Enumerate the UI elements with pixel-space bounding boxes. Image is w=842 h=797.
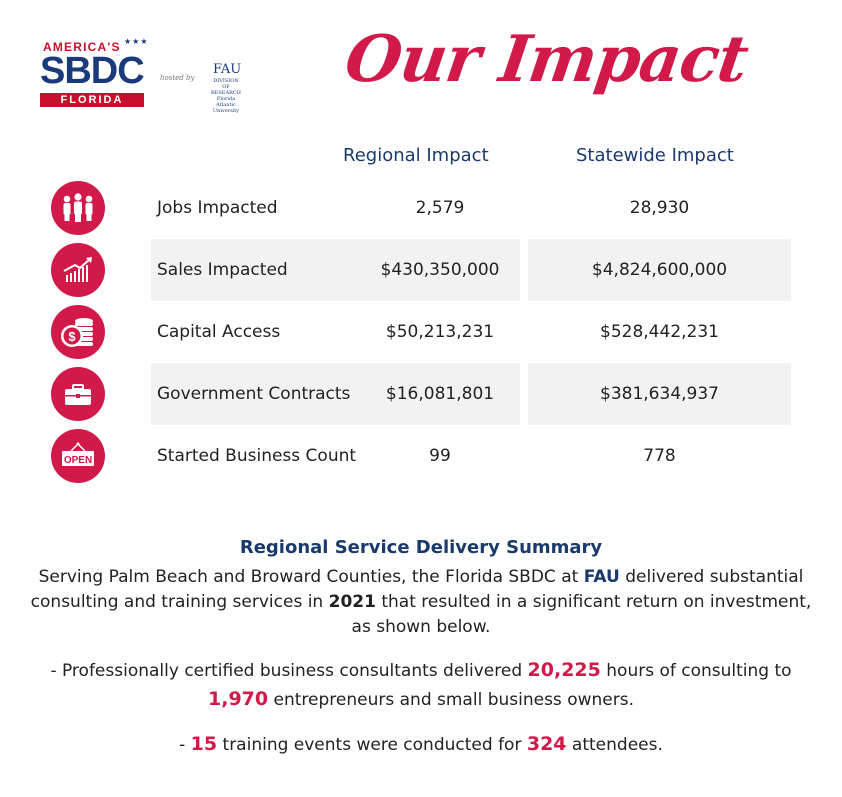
hosted-by-text: hosted by bbox=[160, 74, 195, 82]
training-bullet: - 15 training events were conducted for … bbox=[179, 733, 663, 755]
logo-band-text: FLORIDA bbox=[40, 93, 144, 107]
table-row: Government Contracts $16,081,801 $381,63… bbox=[0, 363, 842, 425]
statewide-value: 28,930 bbox=[629, 198, 690, 218]
briefcase-icon bbox=[51, 367, 105, 421]
fau-highlight: FAU bbox=[583, 567, 620, 587]
summary-title: Regional Service Delivery Summary bbox=[239, 537, 603, 558]
column-header-statewide: Statewide Impact bbox=[576, 145, 734, 166]
row-label: Sales Impacted bbox=[157, 260, 288, 280]
summary-paragraph: Serving Palm Beach and Broward Counties,… bbox=[30, 567, 812, 637]
stars-icon: ★★★ bbox=[124, 37, 149, 46]
open-sign-icon: OPEN bbox=[51, 429, 105, 483]
open-sign-text: OPEN bbox=[64, 455, 92, 466]
people-number: 1,970 bbox=[208, 688, 269, 710]
logo-main-text: SBDC bbox=[40, 50, 145, 92]
consulting-bullet: - Professionally certified business cons… bbox=[50, 659, 792, 710]
coins-icon: $ bbox=[51, 305, 105, 359]
table-row: Jobs Impacted 2,579 28,930 bbox=[0, 177, 842, 239]
regional-value: 2,579 bbox=[415, 198, 465, 218]
attendees-number: 324 bbox=[526, 733, 567, 755]
row-label: Capital Access bbox=[157, 322, 281, 342]
growth-chart-icon bbox=[51, 243, 105, 297]
statewide-value: $381,634,937 bbox=[600, 384, 719, 404]
statewide-value: 778 bbox=[643, 446, 676, 466]
statewide-value: $4,824,600,000 bbox=[591, 260, 728, 280]
people-icon bbox=[51, 181, 105, 235]
regional-value: 99 bbox=[429, 446, 451, 466]
statewide-value: $528,442,231 bbox=[600, 322, 719, 342]
regional-value: $430,350,000 bbox=[380, 260, 500, 280]
sbdc-logo: AMERICA'S ★★★ SBDC FLORIDA bbox=[40, 37, 149, 107]
hours-number: 20,225 bbox=[527, 659, 601, 681]
row-label: Jobs Impacted bbox=[157, 198, 278, 218]
row-label: Government Contracts bbox=[157, 384, 351, 404]
fau-logo: FAU DIVISION OF RESEARCH Florida Atlanti… bbox=[203, 62, 249, 114]
table-row: OPEN Started Business Count 99 778 bbox=[0, 425, 842, 487]
column-header-regional: Regional Impact bbox=[343, 145, 489, 166]
events-number: 15 bbox=[190, 733, 218, 755]
row-label: Started Business Count bbox=[157, 446, 357, 466]
table-row: $ Capital Access $50,213,231 $528,442,23… bbox=[0, 301, 842, 363]
regional-value: $50,213,231 bbox=[385, 322, 495, 342]
logo-top-text: AMERICA'S bbox=[43, 40, 121, 54]
regional-value: $16,081,801 bbox=[385, 384, 495, 404]
table-row: Sales Impacted $430,350,000 $4,824,600,0… bbox=[0, 239, 842, 301]
fau-logo-subtext: DIVISION OF RESEARCH Florida Atlantic Un… bbox=[210, 78, 242, 114]
page-title: Our Impact bbox=[340, 22, 753, 97]
year-highlight: 2021 bbox=[328, 592, 376, 612]
fau-logo-text: FAU bbox=[213, 62, 242, 77]
svg-text:$: $ bbox=[68, 329, 76, 344]
